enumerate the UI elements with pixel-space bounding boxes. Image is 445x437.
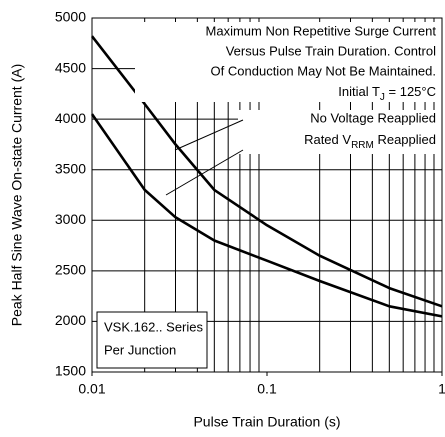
y-tick-label: 3500 <box>55 160 86 176</box>
y-tick-label: 3000 <box>55 211 86 227</box>
leader <box>165 149 244 196</box>
y-tick-label: 1500 <box>55 363 86 379</box>
annotation: Rated VRRM Reapplied <box>304 132 436 150</box>
x-tick-label: 0.1 <box>257 381 277 397</box>
annotation: Versus Pulse Train Duration. Control <box>226 43 436 58</box>
plot-frame <box>91 17 443 373</box>
annotation: Maximum Non Repetitive Surge Current <box>206 23 437 38</box>
annotation: No Voltage Reapplied <box>310 110 436 125</box>
curve <box>90 35 443 308</box>
y-tick-label: 5000 <box>55 9 86 25</box>
series-box <box>96 311 208 369</box>
annotation: Initial TJ = 125°C <box>338 84 436 102</box>
y-tick-label: 2000 <box>55 312 86 328</box>
x-tick-label: 1 <box>438 381 445 397</box>
y-axis-label: Peak Half Sine Wave On-state Current (A) <box>9 64 25 326</box>
y-tick-label: 2500 <box>55 262 86 278</box>
y-tick-label: 4000 <box>55 110 86 126</box>
curves <box>90 35 443 318</box>
note-box <box>135 22 442 102</box>
series-note: VSK.162.. Series <box>104 319 203 334</box>
leader <box>174 119 244 151</box>
note-box <box>238 110 442 154</box>
curve <box>90 113 443 318</box>
x-tick-label: 0.01 <box>78 381 105 397</box>
x-axis-label: Pulse Train Duration (s) <box>193 414 340 430</box>
y-tick-label: 4500 <box>55 59 86 75</box>
series-note: Per Junction <box>104 342 176 357</box>
annotation: Of Conduction May Not Be Maintained. <box>211 63 436 78</box>
